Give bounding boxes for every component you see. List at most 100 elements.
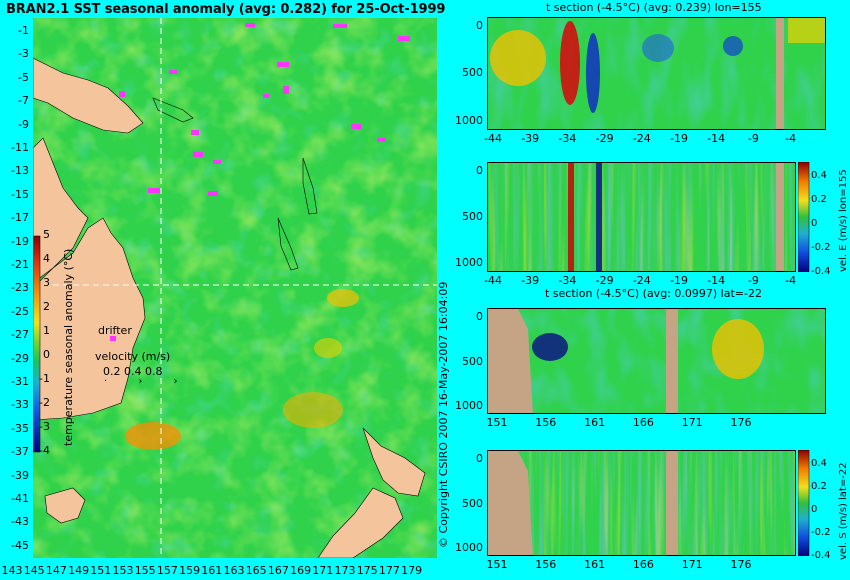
map-colorbar — [33, 235, 41, 453]
panel-x-tick: 156 — [535, 558, 557, 571]
colorbar-tick: 2 — [43, 300, 50, 313]
colorbar-tick: 0 — [811, 217, 818, 229]
colorbar-tick: -2 — [39, 396, 50, 409]
map-lat-tick: -11 — [11, 141, 29, 154]
page-title: BRAN2.1 SST seasonal anomaly (avg: 0.282… — [6, 2, 446, 17]
colorbar-tick: 0 — [811, 504, 818, 516]
new-zealand-north-land — [362, 427, 426, 497]
velocity-scale-values: 0.2 0.4 0.8 — [103, 365, 163, 378]
warm-anomaly-patch — [125, 422, 181, 450]
tasmania-land — [44, 487, 86, 524]
map-lat-tick: -13 — [11, 164, 29, 178]
map-lat-tick: -45 — [11, 538, 29, 552]
vanuatu-outline — [302, 157, 318, 215]
map-lon-tick: 153 — [112, 564, 134, 577]
panel-x-tick: -29 — [595, 274, 614, 287]
panel-x-tick: -34 — [558, 132, 577, 145]
panel2-colorbar — [798, 162, 810, 272]
map-lat-tick: -7 — [18, 94, 29, 108]
map-lat-tick: -21 — [11, 258, 29, 271]
panel4-side-label: vel. S (m/s) lat=-22 — [838, 462, 849, 560]
panel2-side-label: vel. E (m/s) lon=155 — [838, 169, 849, 272]
colorbar-tick: -0.2 — [811, 527, 831, 539]
sst-anomaly-map[interactable] — [33, 18, 437, 558]
new-guinea-land — [33, 57, 144, 134]
panel-y-tick: 0 — [476, 310, 483, 323]
map-lat-tick: -39 — [11, 468, 29, 482]
map-lat-tick: -5 — [18, 70, 29, 84]
panel-y-tick: 1000 — [455, 256, 483, 270]
panel-x-tick: -9 — [747, 132, 759, 145]
colorbar-tick: 0 — [43, 348, 50, 361]
panel-y-tick: 0 — [476, 452, 483, 465]
panel2-plot[interactable] — [487, 162, 796, 272]
map-lon-tick: 159 — [179, 564, 201, 577]
panel-x-tick: 166 — [632, 416, 654, 429]
panel-x-tick: -24 — [632, 132, 651, 145]
colorbar-tick: 0.2 — [811, 193, 827, 205]
panel-x-tick: -19 — [670, 274, 688, 287]
panel4-plot[interactable] — [487, 450, 796, 556]
colorbar-label: temperature seasonal anomaly (°C) — [62, 248, 75, 446]
colorbar-tick: -0.2 — [811, 241, 831, 253]
map-lat-tick: -19 — [11, 234, 29, 248]
map-lat-tick: -33 — [11, 398, 29, 412]
panel-x-tick: 176 — [730, 558, 752, 571]
panel-x-tick: -9 — [747, 274, 759, 287]
panel-x-tick: -34 — [558, 274, 577, 287]
map-lon-tick: 177 — [378, 564, 400, 577]
panel-x-tick: -44 — [484, 274, 502, 287]
map-lat-tick: -23 — [11, 281, 29, 295]
map-lat-tick: -15 — [11, 187, 29, 201]
panel3-plot[interactable] — [487, 308, 826, 414]
panel-x-tick: 171 — [681, 416, 703, 429]
panel-x-tick: -44 — [484, 132, 502, 145]
drifter-tracks — [110, 23, 410, 341]
map-lon-tick: 175 — [356, 564, 378, 577]
warm-anomaly-patch — [327, 289, 359, 307]
panel-y-tick: 1000 — [455, 113, 483, 127]
colorbar-tick: 0.2 — [811, 481, 827, 493]
panel-x-tick: -39 — [521, 274, 540, 287]
panel-x-tick: -24 — [632, 274, 651, 287]
colorbar-tick: 5 — [43, 228, 50, 241]
panel3-svg — [488, 309, 825, 413]
colorbar-tick: 1 — [43, 324, 50, 337]
panel-x-tick: -19 — [670, 132, 688, 145]
panel1-plot[interactable] — [487, 17, 826, 130]
panel-x-tick: -14 — [707, 274, 726, 287]
panel-x-tick: -4 — [785, 274, 797, 287]
colorbar-tick: 3 — [43, 276, 50, 289]
solomon-islands — [152, 97, 194, 123]
map-lat-tick: -35 — [11, 421, 29, 435]
new-caledonia-outline — [277, 217, 299, 271]
colorbar-tick: -4 — [39, 444, 50, 457]
colorbar-tick: -1 — [39, 372, 50, 385]
panel-y-tick: 0 — [476, 164, 483, 177]
map-lat-tick: -43 — [11, 515, 29, 529]
map-lat-tick: -41 — [11, 492, 29, 505]
panel-x-tick: 171 — [681, 558, 703, 571]
map-svg — [33, 18, 437, 558]
map-lat-tick: -31 — [11, 375, 29, 388]
map-lon-tick: 151 — [90, 564, 112, 577]
panel3-title: t section (-4.5°C) (avg: 0.0997) lat=-22 — [545, 287, 762, 300]
map-lon-tick: 161 — [201, 564, 223, 577]
warm-anomaly-patch — [283, 392, 343, 428]
map-lon-tick: 155 — [134, 564, 156, 577]
panel2-svg — [488, 163, 795, 271]
map-lon-tick: 179 — [401, 564, 423, 577]
panel-x-tick: 176 — [730, 416, 752, 429]
australia-land — [33, 217, 146, 421]
new-zealand-south-land — [317, 487, 404, 558]
map-lon-tick: 167 — [267, 564, 289, 577]
map-lon-tick: 147 — [45, 564, 67, 577]
warm-anomaly-patch — [314, 338, 342, 358]
panel1-title: t section (-4.5°C) (avg: 0.239) lon=155 — [546, 1, 762, 14]
panel-y-tick: 0 — [476, 19, 483, 32]
map-lon-tick: 165 — [245, 564, 267, 577]
map-lon-tick: 163 — [223, 564, 245, 577]
panel-x-tick: 166 — [632, 558, 654, 571]
panel-x-tick: 151 — [486, 416, 508, 429]
velocity-label: velocity (m/s) — [95, 350, 171, 363]
